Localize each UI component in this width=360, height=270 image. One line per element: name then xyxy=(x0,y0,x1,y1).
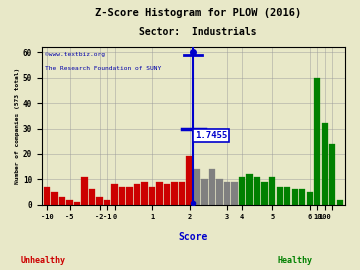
Text: Z-Score Histogram for PLOW (2016): Z-Score Histogram for PLOW (2016) xyxy=(95,8,301,18)
Text: The Research Foundation of SUNY: The Research Foundation of SUNY xyxy=(45,66,161,71)
Bar xyxy=(314,78,320,205)
Bar xyxy=(202,179,208,205)
Bar xyxy=(337,200,343,205)
Bar xyxy=(141,182,148,205)
Text: 1.7455: 1.7455 xyxy=(195,131,227,140)
Bar xyxy=(239,177,246,205)
Bar xyxy=(164,184,170,205)
Bar xyxy=(96,197,103,205)
Text: ©www.textbiz.org: ©www.textbiz.org xyxy=(45,52,105,57)
Bar xyxy=(134,184,140,205)
Bar xyxy=(44,187,50,205)
Bar xyxy=(224,182,230,205)
Bar xyxy=(247,174,253,205)
Bar xyxy=(321,123,328,205)
Bar xyxy=(306,192,313,205)
Bar xyxy=(284,187,291,205)
Bar xyxy=(299,190,305,205)
Bar xyxy=(186,157,193,205)
Bar xyxy=(194,169,200,205)
Bar xyxy=(231,182,238,205)
Bar xyxy=(89,190,95,205)
Text: Healthy: Healthy xyxy=(278,256,313,265)
Bar xyxy=(111,184,118,205)
Bar xyxy=(269,177,275,205)
Bar xyxy=(156,182,163,205)
Bar xyxy=(276,187,283,205)
Bar xyxy=(171,182,178,205)
Bar xyxy=(179,182,185,205)
Text: Unhealthy: Unhealthy xyxy=(21,256,66,265)
Text: Sector:  Industrials: Sector: Industrials xyxy=(139,27,257,37)
Bar xyxy=(209,169,215,205)
Bar xyxy=(74,202,80,205)
Bar xyxy=(292,190,298,205)
Bar xyxy=(119,187,125,205)
Bar xyxy=(126,187,133,205)
Bar xyxy=(254,177,260,205)
Bar xyxy=(59,197,65,205)
Bar xyxy=(149,187,155,205)
X-axis label: Score: Score xyxy=(179,231,208,241)
Bar xyxy=(261,182,268,205)
Bar xyxy=(216,179,223,205)
Bar xyxy=(329,144,336,205)
Bar xyxy=(104,200,110,205)
Y-axis label: Number of companies (573 total): Number of companies (573 total) xyxy=(15,68,20,184)
Bar xyxy=(81,177,88,205)
Bar xyxy=(51,192,58,205)
Bar xyxy=(66,200,73,205)
